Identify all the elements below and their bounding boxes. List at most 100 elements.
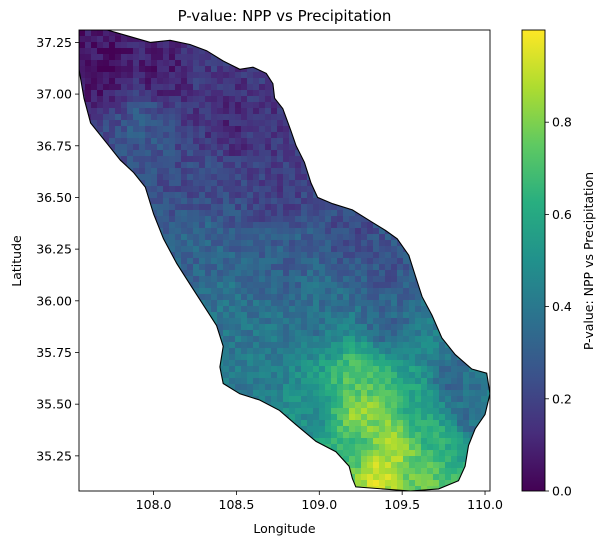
- heatmap-cell: [151, 240, 158, 247]
- heatmap-cell: [265, 342, 272, 349]
- heatmap-cell: [139, 204, 146, 211]
- heatmap-cell: [403, 216, 410, 223]
- heatmap-cell: [211, 192, 218, 199]
- heatmap-cell: [169, 216, 176, 223]
- heatmap-cell: [79, 150, 86, 157]
- heatmap-cell: [145, 60, 152, 67]
- heatmap-cell: [373, 30, 380, 37]
- heatmap-cell: [325, 246, 332, 253]
- heatmap-cell: [301, 300, 308, 307]
- heatmap-cell: [283, 444, 290, 451]
- heatmap-cell: [433, 408, 440, 415]
- heatmap-cell: [313, 240, 320, 247]
- heatmap-cell: [325, 228, 332, 235]
- heatmap-cell: [469, 300, 476, 307]
- heatmap-cell: [451, 318, 458, 325]
- heatmap-cell: [271, 354, 278, 361]
- heatmap-cell: [439, 60, 446, 67]
- heatmap-cell: [205, 258, 212, 265]
- heatmap-cell: [391, 54, 398, 61]
- heatmap-cell: [391, 42, 398, 49]
- heatmap-cell: [133, 234, 140, 241]
- heatmap-cell: [307, 342, 314, 349]
- heatmap-cell: [271, 378, 278, 385]
- heatmap-cell: [469, 168, 476, 175]
- heatmap-cell: [91, 204, 98, 211]
- heatmap-cell: [277, 444, 284, 451]
- heatmap-cell: [295, 324, 302, 331]
- heatmap-cell: [145, 324, 152, 331]
- heatmap-cell: [193, 258, 200, 265]
- heatmap-cell: [151, 330, 158, 337]
- heatmap-cell: [85, 174, 92, 181]
- heatmap-cell: [109, 156, 116, 163]
- heatmap-cell: [307, 204, 314, 211]
- heatmap-cell: [313, 174, 320, 181]
- heatmap-cell: [463, 258, 470, 265]
- heatmap-cell: [151, 342, 158, 349]
- heatmap-cell: [79, 276, 86, 283]
- heatmap-cell: [379, 390, 386, 397]
- heatmap-cell: [319, 30, 326, 37]
- heatmap-cell: [469, 186, 476, 193]
- heatmap-cell: [349, 282, 356, 289]
- heatmap-cell: [265, 264, 272, 271]
- heatmap-cell: [403, 408, 410, 415]
- heatmap-cell: [259, 234, 266, 241]
- heatmap-cell: [217, 408, 224, 415]
- heatmap-cell: [157, 42, 164, 49]
- heatmap-cell: [427, 222, 434, 229]
- heatmap-cell: [355, 264, 362, 271]
- heatmap-cell: [175, 300, 182, 307]
- heatmap-cell: [439, 204, 446, 211]
- heatmap-cell: [253, 438, 260, 445]
- heatmap-cell: [121, 48, 128, 55]
- heatmap-cell: [283, 402, 290, 409]
- heatmap-cell: [79, 390, 86, 397]
- heatmap-cell: [223, 432, 230, 439]
- heatmap-cell: [289, 270, 296, 277]
- heatmap-cell: [439, 66, 446, 73]
- heatmap-cell: [439, 102, 446, 109]
- heatmap-cell: [199, 192, 206, 199]
- heatmap-cell: [337, 282, 344, 289]
- heatmap-cell: [205, 366, 212, 373]
- heatmap-cell: [193, 360, 200, 367]
- heatmap-cell: [187, 276, 194, 283]
- heatmap-cell: [319, 246, 326, 253]
- heatmap-cell: [187, 318, 194, 325]
- heatmap-cell: [163, 306, 170, 313]
- heatmap-cell: [115, 348, 122, 355]
- heatmap-cell: [103, 246, 110, 253]
- heatmap-cell: [253, 216, 260, 223]
- heatmap-cell: [229, 246, 236, 253]
- heatmap-cell: [241, 390, 248, 397]
- heatmap-cell: [193, 396, 200, 403]
- heatmap-cell: [253, 426, 260, 433]
- heatmap-cell: [403, 108, 410, 115]
- heatmap-cell: [289, 294, 296, 301]
- heatmap-cell: [391, 282, 398, 289]
- heatmap-cell: [133, 102, 140, 109]
- heatmap-cell: [361, 60, 368, 67]
- heatmap-cell: [229, 192, 236, 199]
- heatmap-cell: [157, 150, 164, 157]
- heatmap-cell: [415, 126, 422, 133]
- heatmap-cell: [313, 222, 320, 229]
- heatmap-cell: [85, 282, 92, 289]
- heatmap-cell: [427, 108, 434, 115]
- heatmap-cell: [109, 186, 116, 193]
- heatmap-cell: [361, 300, 368, 307]
- heatmap-cell: [145, 138, 152, 145]
- heatmap-cell: [307, 48, 314, 55]
- heatmap-cell: [415, 270, 422, 277]
- heatmap-cell: [367, 294, 374, 301]
- heatmap-cell: [133, 360, 140, 367]
- heatmap-cell: [169, 402, 176, 409]
- heatmap-cell: [211, 282, 218, 289]
- heatmap-cell: [271, 312, 278, 319]
- heatmap-cell: [439, 108, 446, 115]
- heatmap-cell: [373, 150, 380, 157]
- heatmap-cell: [127, 294, 134, 301]
- heatmap-cell: [247, 36, 254, 43]
